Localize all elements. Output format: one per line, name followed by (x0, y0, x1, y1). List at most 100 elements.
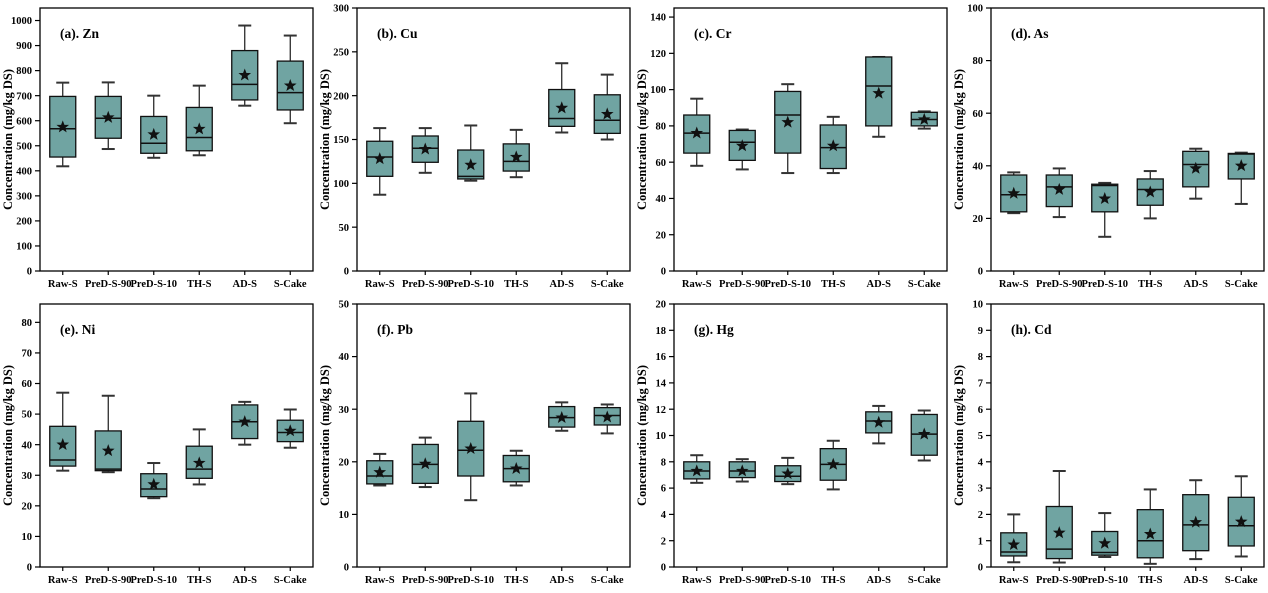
y-tick-label: 20 (656, 300, 667, 311)
box-s-cake (276, 34, 304, 125)
x-tick-label-ad-s: AD-S (866, 279, 891, 290)
y-tick-label: 0 (344, 267, 349, 278)
y-tick-label: 100 (650, 85, 666, 96)
y-tick-label: 18 (656, 326, 667, 337)
y-tick-label: 800 (16, 66, 32, 77)
mean-star-icon (690, 126, 704, 139)
box-pred-s-10 (1091, 181, 1119, 238)
y-tick-label: 300 (333, 4, 349, 15)
x-tick-label-pred-s-10: PreD-S-10 (448, 279, 494, 290)
mean-star-icon (283, 424, 297, 437)
x-tick-label-pred-s-10: PreD-S-10 (448, 575, 494, 586)
y-tick-label: 250 (333, 47, 349, 58)
y-tick-label: 5 (978, 431, 983, 442)
y-tick-label: 200 (16, 217, 32, 228)
boxplot-as: 0 20 40 60 80 100 Raw-S PreD-S-90 PreD-S-10 TH-S A… (952, 4, 1265, 290)
mean-star-icon (781, 115, 795, 128)
y-tick-label: 50 (22, 410, 33, 421)
box-pred-s-90 (94, 81, 122, 151)
y-tick-label: 6 (978, 405, 983, 416)
box-raw-s (49, 391, 77, 472)
y-axis-title: Concentration (mg/kg DS) (635, 365, 649, 506)
boxplot-pb: 0 10 20 30 40 50 Raw-S PreD-S-90 PreD-S-10 TH-S AD… (318, 300, 631, 586)
y-tick-label: 200 (333, 91, 349, 102)
x-tick-label-raw-s: Raw-S (365, 575, 395, 586)
mean-star-icon (101, 110, 115, 123)
y-tick-label: 100 (333, 179, 349, 190)
x-tick-label-raw-s: Raw-S (999, 575, 1029, 586)
y-tick-label: 100 (967, 4, 983, 15)
plot-frame (673, 7, 948, 272)
y-tick-label: 30 (339, 405, 350, 416)
box-ad-s (231, 400, 259, 446)
box-raw-s (366, 452, 394, 487)
x-tick-label-raw-s: Raw-S (999, 279, 1029, 290)
y-tick-label: 2 (661, 536, 666, 547)
box-pred-s-10 (140, 462, 168, 500)
box-s-cake (1227, 151, 1255, 205)
x-tick-label-pred-s-10: PreD-S-10 (1082, 279, 1128, 290)
panel-cd: 0 1 2 3 4 5 6 7 8 9 10 Raw-S PreD-S-90 PreD-S-10 TH-S A… (951, 296, 1268, 592)
box-s-cake (593, 73, 621, 141)
mean-star-icon (1007, 538, 1021, 551)
mean-star-icon (373, 465, 387, 478)
mean-star-icon (1143, 185, 1157, 198)
mean-star-icon (464, 158, 478, 171)
plot-frame (990, 303, 1265, 568)
mean-star-icon (101, 444, 115, 457)
box-s-cake (593, 403, 621, 435)
box-ad-s (865, 404, 893, 445)
y-tick-label: 1000 (11, 16, 32, 27)
x-tick-label-th-s: TH-S (504, 575, 529, 586)
mean-star-icon (147, 477, 161, 490)
iqr-box (94, 430, 122, 472)
y-tick-label: 8 (978, 352, 983, 363)
iqr-box (49, 95, 77, 158)
panel-label: (g). Hg (694, 322, 734, 337)
x-tick-label-pred-s-90: PreD-S-90 (719, 279, 765, 290)
y-tick-label: 600 (16, 116, 32, 127)
box-pred-s-90 (728, 458, 756, 483)
mean-star-icon (373, 152, 387, 165)
panel-hg: 0 2 4 6 8 10 12 14 16 18 20 Raw-S PreD-S-90 PreD-S-10… (634, 296, 951, 592)
mean-star-icon (238, 415, 252, 428)
panel-label: (c). Cr (694, 26, 731, 41)
boxplot-cr: 0 20 40 60 80 100 120 140 Raw-S PreD-S-90 PreD-S-1… (635, 7, 948, 290)
mean-star-icon (690, 464, 704, 477)
y-tick-label: 16 (656, 352, 667, 363)
x-tick-label-pred-s-10: PreD-S-10 (765, 279, 811, 290)
y-tick-label: 20 (339, 457, 350, 468)
y-tick-label: 150 (333, 135, 349, 146)
x-tick-label-pred-s-10: PreD-S-10 (131, 279, 177, 290)
y-tick-label: 3 (978, 484, 983, 495)
mean-star-icon (1234, 515, 1248, 528)
box-raw-s (1000, 513, 1028, 564)
y-tick-label: 40 (22, 440, 33, 451)
plot-frame (673, 303, 948, 568)
mean-star-icon (509, 461, 523, 475)
box-pred-s-90 (411, 436, 439, 489)
box-pred-s-10 (457, 124, 485, 182)
y-tick-label: 10 (656, 431, 667, 442)
y-tick-label: 8 (661, 457, 666, 468)
mean-star-icon (781, 466, 795, 480)
x-tick-label-raw-s: Raw-S (682, 575, 712, 586)
mean-star-icon (418, 457, 432, 470)
mean-star-icon (1052, 526, 1066, 539)
mean-star-icon (872, 415, 886, 428)
box-pred-s-90 (1045, 167, 1073, 219)
y-tick-label: 50 (339, 223, 350, 234)
box-th-s (1136, 170, 1164, 220)
x-tick-label-ad-s: AD-S (1183, 575, 1208, 586)
box-raw-s (49, 81, 77, 168)
y-tick-label: 10 (22, 532, 33, 543)
x-tick-label-raw-s: Raw-S (682, 279, 712, 290)
plot-frame (990, 7, 1265, 272)
mean-star-icon (147, 127, 161, 140)
y-tick-label: 9 (978, 326, 983, 337)
box-s-cake (910, 409, 938, 462)
x-tick-label-th-s: TH-S (821, 279, 846, 290)
plot-frame (39, 303, 314, 568)
boxplot-cu: 0 50 100 150 200 250 300 Raw-S PreD-S-90 PreD-S-1… (318, 4, 631, 290)
x-tick-label-s-cake: S-Cake (1225, 279, 1258, 290)
